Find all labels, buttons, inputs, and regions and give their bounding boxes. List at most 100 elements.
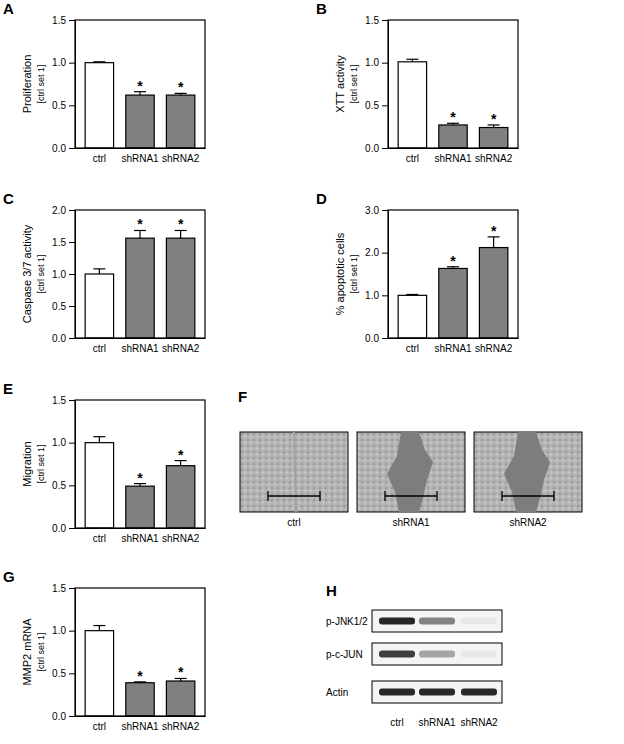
y-axis-subtitle: [ctrl set 1] bbox=[36, 254, 46, 293]
error-bar bbox=[93, 269, 105, 274]
bar bbox=[439, 125, 467, 148]
error-cap bbox=[406, 294, 418, 295]
scale-bar bbox=[268, 495, 320, 496]
y-tick-label: 1.0 bbox=[365, 57, 379, 68]
y-tick-mark bbox=[382, 20, 388, 21]
scale-bar bbox=[385, 495, 437, 496]
y-tick-mark bbox=[382, 105, 388, 106]
blot-lane-label: shRNA1 bbox=[418, 717, 456, 728]
significance-marker: * bbox=[491, 111, 497, 127]
wound-healing-panel: FctrlshRNA1shRNA2 bbox=[238, 388, 582, 528]
y-axis-title: Migration bbox=[21, 441, 33, 486]
bar bbox=[85, 631, 113, 716]
y-tick-mark bbox=[69, 242, 75, 243]
scale-bar-cap bbox=[384, 491, 385, 501]
y-tick: 1.5 bbox=[52, 15, 75, 26]
x-tick: shRNA2 bbox=[162, 721, 200, 732]
plot-frame bbox=[75, 400, 205, 528]
x-tick: shRNA2 bbox=[162, 533, 200, 544]
x-axis: ctrlshRNA1shRNA2 bbox=[389, 149, 519, 165]
panel-label: G bbox=[3, 568, 15, 585]
blot-band bbox=[419, 618, 455, 625]
bar-chart: D% apoptotic cells[ctrl set 1]0.01.02.03… bbox=[316, 190, 519, 354]
y-axis-subtitle: [ctrl set 1] bbox=[36, 444, 46, 483]
bar bbox=[479, 248, 507, 338]
error-bar bbox=[406, 59, 418, 62]
error-cap bbox=[93, 436, 105, 437]
y-tick-label: 0.5 bbox=[52, 480, 66, 491]
significance-marker: * bbox=[491, 223, 497, 239]
y-tick: 1.0 bbox=[52, 57, 75, 68]
y-tick-label: 1.0 bbox=[52, 625, 66, 636]
x-axis: ctrl shRNA1shRNA2 bbox=[76, 339, 206, 355]
y-axis-subtitle: [ctrl set 1] bbox=[349, 64, 359, 103]
scale-bar bbox=[502, 495, 554, 496]
bar bbox=[166, 95, 194, 148]
y-tick-mark bbox=[382, 63, 388, 64]
y-tick-label: 1.5 bbox=[365, 15, 379, 26]
y-tick: 1.0 bbox=[365, 57, 388, 68]
plot-frame bbox=[75, 210, 205, 338]
x-tick-label: shRNA1 bbox=[434, 153, 472, 164]
x-tick-label: ctrl bbox=[93, 721, 106, 732]
y-tick-label: 0.0 bbox=[365, 333, 379, 344]
y-axis-line bbox=[388, 21, 389, 149]
blot-band bbox=[461, 651, 497, 658]
y-tick-mark bbox=[69, 716, 75, 717]
panel-label: E bbox=[3, 380, 13, 397]
x-tick-label: shRNA1 bbox=[121, 343, 159, 354]
x-axis-line bbox=[76, 148, 206, 149]
y-tick: 1.0 bbox=[52, 625, 75, 636]
y-tick-mark bbox=[382, 338, 388, 339]
significance-marker: * bbox=[137, 78, 143, 94]
marks bbox=[85, 62, 195, 148]
wound-gap bbox=[504, 432, 550, 512]
y-axis: 0.00.51.01.5 bbox=[52, 395, 75, 534]
x-tick-label: ctrl bbox=[93, 533, 106, 544]
error-bar bbox=[93, 61, 105, 63]
x-tick: ctrl bbox=[406, 343, 419, 354]
bar-chart: AProliferation[ctrl set 1]0.00.51.01.5ct… bbox=[3, 0, 206, 164]
y-tick: 3.0 bbox=[365, 205, 388, 216]
x-tick: ctrl bbox=[93, 343, 106, 354]
y-tick-label: 1.0 bbox=[365, 290, 379, 301]
error-whisker bbox=[99, 437, 100, 443]
y-axis: 0.00.51.01.5 bbox=[52, 15, 75, 154]
plot-frame bbox=[75, 588, 205, 716]
western-blot-panel: Hp-JNK1/2p-c-JUNActinctrlshRNA1shRNA2 bbox=[326, 582, 502, 728]
panel-label: H bbox=[326, 582, 337, 599]
y-tick-label: 1.0 bbox=[52, 437, 66, 448]
panel-label: F bbox=[238, 388, 247, 405]
y-tick: 1.5 bbox=[52, 583, 75, 594]
marks bbox=[85, 626, 195, 716]
bar bbox=[398, 295, 426, 338]
x-tick-label: shRNA2 bbox=[475, 153, 513, 164]
image-frame bbox=[474, 432, 582, 512]
x-tick: shRNA1 bbox=[121, 153, 159, 164]
scale-bar-cap bbox=[436, 491, 437, 501]
error-bar bbox=[93, 437, 105, 443]
x-tick: shRNA1 bbox=[121, 343, 159, 354]
y-axis-title: MMP2 mRNA bbox=[21, 618, 33, 686]
marks bbox=[398, 59, 508, 148]
x-tick: shRNA2 bbox=[475, 343, 513, 354]
image-frame bbox=[357, 432, 465, 512]
y-axis-title: XTT activity bbox=[334, 55, 346, 113]
x-tick-label: shRNA1 bbox=[434, 343, 472, 354]
bar bbox=[126, 683, 154, 716]
error-whisker bbox=[99, 269, 100, 274]
y-tick-mark bbox=[382, 148, 388, 149]
scale-bar-cap bbox=[501, 491, 502, 501]
y-tick: 1.0 bbox=[52, 437, 75, 448]
bar bbox=[439, 268, 467, 338]
wound-image bbox=[474, 432, 582, 512]
y-tick: 0.0 bbox=[365, 143, 388, 154]
x-tick-label: shRNA2 bbox=[162, 343, 200, 354]
y-tick: 2.0 bbox=[52, 205, 75, 216]
x-tick: ctrl bbox=[93, 533, 106, 544]
y-axis: 0.00.51.01.52.0 bbox=[52, 205, 75, 344]
y-tick-mark bbox=[69, 63, 75, 64]
image-label: ctrl bbox=[287, 517, 300, 528]
panel-label: A bbox=[3, 0, 14, 17]
y-tick-label: 0.0 bbox=[52, 143, 66, 154]
